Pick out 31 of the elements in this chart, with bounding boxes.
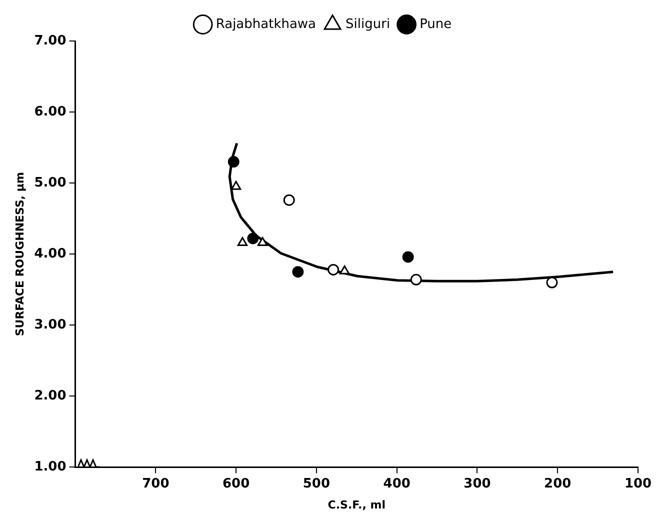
point [402,251,414,263]
y-tick-label: 1.00 [34,460,66,475]
point [228,156,240,168]
x-tick-label: 100 [624,476,652,492]
y-tick-label: 7.00 [34,33,66,48]
point [237,236,248,246]
legend-label: Rajabhatkhawa [216,16,316,32]
x-axis-title: C.S.F., ml [328,498,386,512]
point [230,180,242,190]
y-tick-label: 4.00 [34,246,66,262]
point [283,194,295,206]
y-tick-label: 3.00 [34,318,66,333]
x-tick-label: 700 [142,476,170,492]
y-axis-title: SURFACE ROUGHNESS, µm [13,172,26,336]
x-tick-label: 400 [383,476,410,492]
point [258,236,268,246]
point [328,264,340,276]
y-tick-label: 5.00 [34,175,66,190]
x-tick-label: 500 [302,476,330,492]
legend-label: Pune [420,16,452,32]
legend-label: Siliguri [346,16,390,32]
x-tick-label: 200 [544,476,572,492]
point [292,266,304,278]
y-tick-label: 2.00 [34,388,66,404]
x-tick-label: 600 [222,476,250,492]
x-tick-label: 300 [464,476,491,492]
point [546,276,558,288]
point [340,265,350,274]
point [247,232,259,244]
point [410,274,422,286]
y-tick-label: 6.00 [34,104,66,120]
